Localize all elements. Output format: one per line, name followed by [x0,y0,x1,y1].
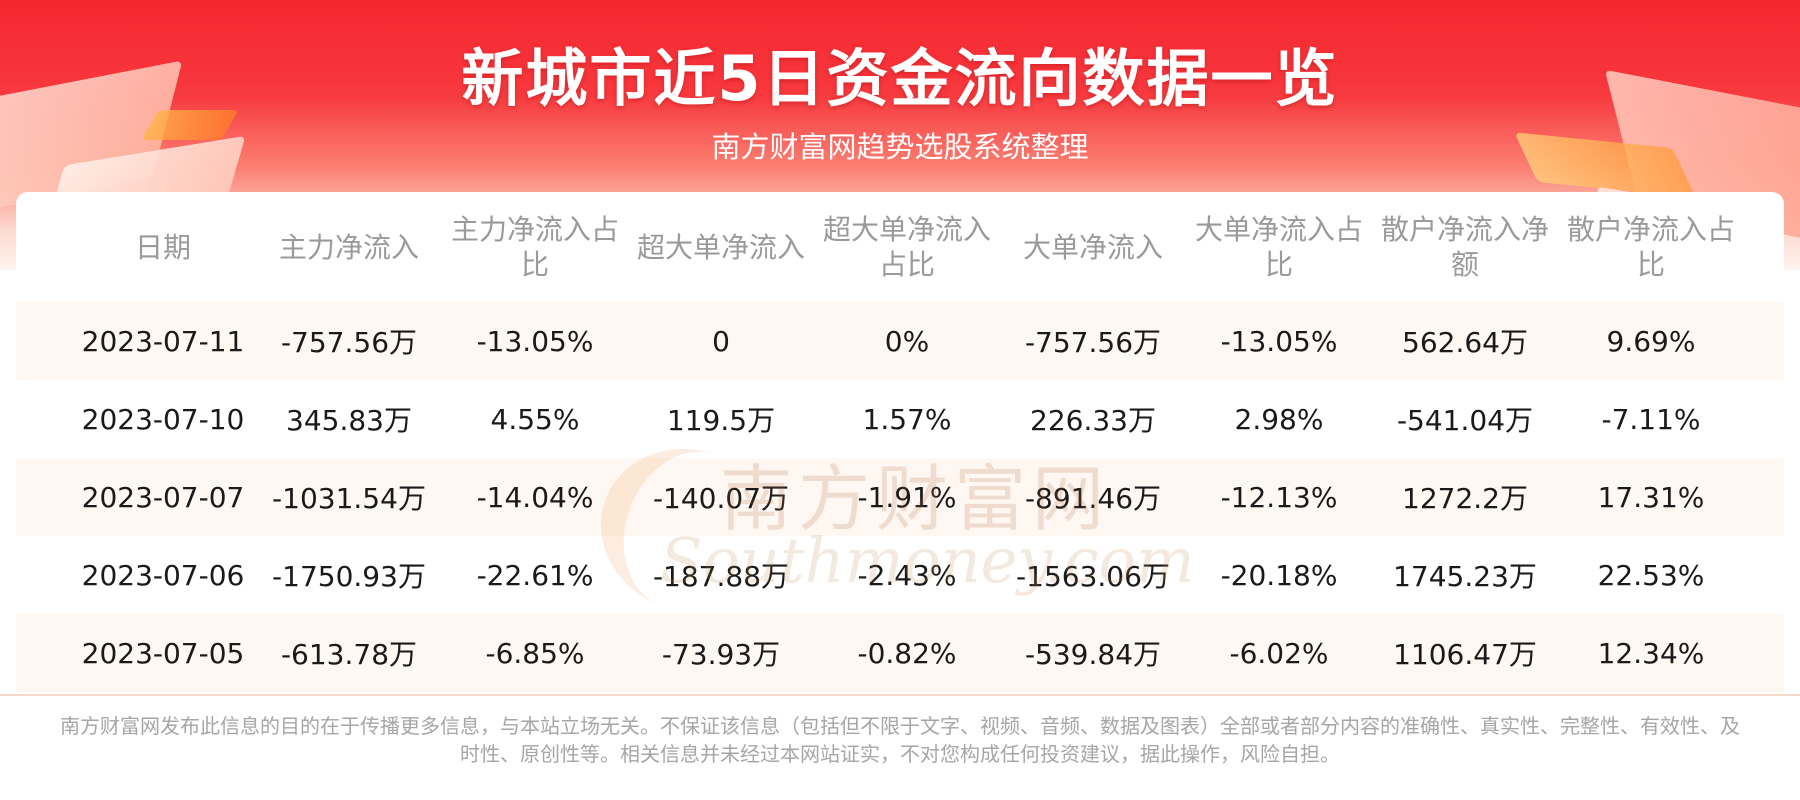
table-cell: 562.64万 [1402,326,1528,359]
table-cell: 9.69% [1606,324,1696,358]
column-header-date: 日期 [134,230,191,264]
column-header-main-ratio: 主力净流入占比 [450,213,619,281]
table-cell: -187.88万 [652,560,790,593]
table-cell: -2.43% [857,558,957,592]
table-row: 2023-07-07 -1031.54万 -14.04% -140.07万 -1… [16,458,1784,536]
disclaimer-text: 南方财富网发布此信息的目的在于传播更多信息，与本站立场无关。不保证该信息（包括但… [60,714,1740,766]
data-table-card: 日期 主力净流入 主力净流入占比 超大单净流入 超大单净流入占比 大单净流入 大… [16,192,1784,694]
table-cell: -757.56万 [280,326,418,359]
table-cell: -541.04万 [1396,404,1534,437]
table-cell: -14.04% [476,480,594,514]
table-cell: -6.85% [485,636,585,670]
table-cell: 2023-07-05 [81,636,245,670]
table-cell: -12.13% [1220,480,1338,514]
table-cell: -73.93万 [661,638,781,671]
column-header-retail-inflow: 散户净流入净额 [1380,213,1549,281]
table-cell: -757.56万 [1024,326,1162,359]
table-cell: 0% [884,324,930,358]
table-cell: 2023-07-07 [81,480,245,514]
table-cell: 2.98% [1234,402,1324,436]
table-cell: -1563.06万 [1016,560,1170,593]
table-cell: 2023-07-10 [81,402,245,436]
column-header-xl-ratio: 超大单净流入占比 [822,213,991,281]
table-cell: -1.91% [857,480,957,514]
column-header-retail-ratio: 散户净流入占比 [1566,213,1735,281]
table-cell: 1745.23万 [1393,560,1537,593]
page-subtitle: 南方财富网趋势选股系统整理 [711,130,1089,164]
table-cell: -20.18% [1220,558,1338,592]
table-cell: 4.55% [490,402,580,436]
table-cell: -13.05% [476,324,594,358]
column-header-large-inflow: 大单净流入 [1022,230,1163,264]
column-header-large-ratio: 大单净流入占比 [1194,213,1363,281]
table-header: 日期 主力净流入 主力净流入占比 超大单净流入 超大单净流入占比 大单净流入 大… [16,192,1784,302]
column-header-xl-inflow: 超大单净流入 [636,230,805,264]
table-row: 2023-07-11 -757.56万 -13.05% 0 0% -757.56… [16,302,1784,380]
table-cell: -22.61% [476,558,594,592]
page-title: 新城市近5日资金流向数据一览 [461,42,1339,115]
table-cell: 22.53% [1597,558,1705,592]
table-cell: -13.05% [1220,324,1338,358]
table-cell: -613.78万 [280,638,418,671]
table-row: 2023-07-05 -613.78万 -6.85% -73.93万 -0.82… [16,614,1784,692]
table-cell: -0.82% [857,636,957,670]
table-cell: 1272.2万 [1402,482,1528,515]
table-cell: -891.46万 [1024,482,1162,515]
column-header-main-inflow: 主力净流入 [278,230,419,264]
table-cell: 2023-07-06 [81,558,245,592]
table-cell: -539.84万 [1024,638,1162,671]
table-cell: 345.83万 [286,404,412,437]
table-cell: 1106.47万 [1393,638,1537,671]
table-cell: 12.34% [1597,636,1705,670]
table-cell: -1031.54万 [272,482,426,515]
table-cell: -6.02% [1229,636,1329,670]
table-cell: 226.33万 [1030,404,1156,437]
table-cell: 2023-07-11 [81,324,245,358]
table-row: 2023-07-06 -1750.93万 -22.61% -187.88万 -2… [16,536,1784,614]
table-cell: 17.31% [1597,480,1705,514]
table-cell: -1750.93万 [272,560,426,593]
table-cell: -140.07万 [652,482,790,515]
table-cell: 1.57% [862,402,952,436]
table-cell: 0 [712,324,730,358]
table-row: 2023-07-10 345.83万 4.55% 119.5万 1.57% 22… [16,380,1784,458]
table-cell: 119.5万 [666,404,776,437]
footer-divider [0,694,1800,696]
table-cell: -7.11% [1601,402,1701,436]
